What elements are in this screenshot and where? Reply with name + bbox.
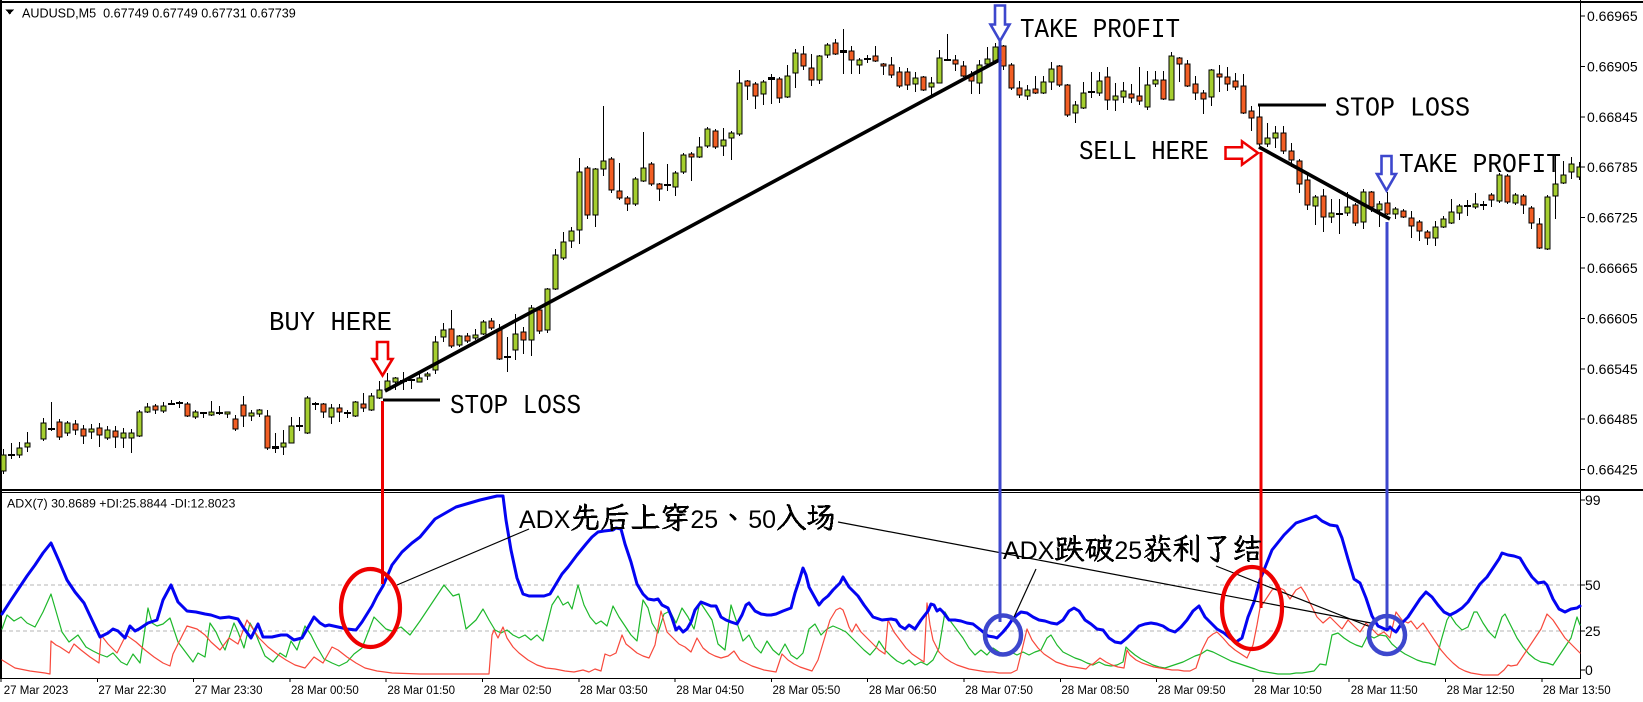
svg-text:BUY HERE: BUY HERE — [269, 309, 392, 339]
svg-text:28 Mar 13:50: 28 Mar 13:50 — [1543, 685, 1611, 697]
svg-text:28 Mar 02:50: 28 Mar 02:50 — [484, 685, 552, 697]
svg-text:0: 0 — [1585, 662, 1593, 678]
svg-text:0.66725: 0.66725 — [1587, 210, 1638, 226]
svg-text:50: 50 — [748, 506, 776, 534]
svg-text:ADX: ADX — [519, 506, 571, 534]
svg-text:0.66605: 0.66605 — [1587, 310, 1638, 326]
svg-text:0.66785: 0.66785 — [1587, 159, 1638, 175]
svg-text:28 Mar 12:50: 28 Mar 12:50 — [1447, 685, 1515, 697]
svg-text:0.66905: 0.66905 — [1587, 58, 1638, 74]
svg-text:28 Mar 08:50: 28 Mar 08:50 — [1061, 685, 1129, 697]
svg-text:28 Mar 01:50: 28 Mar 01:50 — [387, 685, 455, 697]
svg-text:27 Mar 2023: 27 Mar 2023 — [4, 685, 69, 697]
svg-text:25: 25 — [1114, 537, 1142, 565]
svg-text:0.66485: 0.66485 — [1587, 411, 1638, 427]
svg-text:TAKE PROFIT: TAKE PROFIT — [1399, 151, 1561, 181]
svg-text:28 Mar 06:50: 28 Mar 06:50 — [869, 685, 937, 697]
svg-text:28 Mar 04:50: 28 Mar 04:50 — [676, 685, 744, 697]
svg-text:99: 99 — [1585, 492, 1601, 508]
svg-text:28 Mar 07:50: 28 Mar 07:50 — [965, 685, 1033, 697]
svg-text:28 Mar 03:50: 28 Mar 03:50 — [580, 685, 648, 697]
svg-text:28 Mar 00:50: 28 Mar 00:50 — [291, 685, 359, 697]
svg-text:ADX(7) 30.8689 +DI:25.8844 -DI: ADX(7) 30.8689 +DI:25.8844 -DI:12.8023 — [7, 497, 235, 511]
svg-text:28 Mar 11:50: 28 Mar 11:50 — [1351, 685, 1418, 697]
svg-text:0.66965: 0.66965 — [1587, 8, 1638, 24]
svg-text:27 Mar 23:30: 27 Mar 23:30 — [195, 685, 263, 697]
svg-text:TAKE PROFIT: TAKE PROFIT — [1020, 16, 1180, 46]
svg-text:28 Mar 10:50: 28 Mar 10:50 — [1254, 685, 1322, 697]
svg-text:28 Mar 09:50: 28 Mar 09:50 — [1158, 685, 1226, 697]
svg-text:25: 25 — [1585, 623, 1601, 639]
svg-text:25: 25 — [690, 506, 718, 534]
svg-text:0.66845: 0.66845 — [1587, 109, 1638, 125]
svg-text:ADX: ADX — [1003, 537, 1055, 565]
svg-text:0.66545: 0.66545 — [1587, 361, 1638, 377]
svg-text:0.66665: 0.66665 — [1587, 260, 1638, 276]
svg-text:0.66425: 0.66425 — [1587, 462, 1638, 478]
svg-text:SELL HERE: SELL HERE — [1079, 138, 1209, 168]
svg-text:STOP LOSS: STOP LOSS — [1335, 95, 1470, 125]
svg-text:STOP LOSS: STOP LOSS — [450, 392, 581, 422]
svg-text:50: 50 — [1585, 577, 1601, 593]
svg-text:28 Mar 05:50: 28 Mar 05:50 — [773, 685, 841, 697]
svg-text:AUDUSD,M5 0.67749 0.67749 0.6: AUDUSD,M5 0.67749 0.67749 0.67731 0.6773… — [22, 7, 296, 21]
svg-text:27 Mar 22:30: 27 Mar 22:30 — [98, 685, 166, 697]
